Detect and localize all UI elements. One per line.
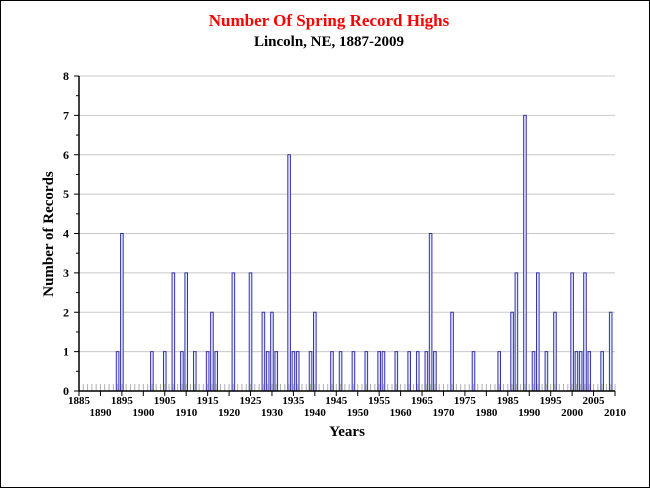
x-tick-label: 1895: [111, 395, 134, 407]
bar: [261, 311, 266, 392]
y-tick-label: 0: [63, 384, 69, 398]
x-tick-label: 1890: [89, 407, 112, 419]
bar: [313, 311, 317, 392]
bar: [231, 272, 236, 392]
y-tick-label: 2: [63, 305, 69, 319]
bar: [523, 114, 527, 392]
x-tick-label: 1940: [304, 407, 327, 419]
x-tick-label: 1910: [175, 407, 198, 419]
x-tick-label: 1960: [390, 407, 413, 419]
x-tick-label: 1980: [475, 407, 498, 419]
x-tick-label: 2000: [561, 407, 584, 419]
bar: [553, 311, 557, 392]
bar: [184, 272, 188, 392]
bar: [583, 272, 587, 392]
y-tick-label: 5: [63, 187, 69, 201]
y-tick-label: 1: [63, 345, 69, 359]
x-tick-label: 1930: [261, 407, 284, 419]
chart-title: Number Of Spring Record Highs: [209, 11, 450, 30]
bar: [570, 272, 574, 392]
x-tick-label: 1905: [154, 395, 177, 407]
bar: [210, 311, 214, 392]
x-tick-label: 1995: [540, 395, 563, 407]
x-tick-label: 1975: [454, 395, 477, 407]
x-tick-label: 1935: [282, 395, 305, 407]
bar: [510, 311, 514, 392]
x-tick-label: 1990: [518, 407, 541, 419]
bar-layer: [115, 114, 613, 392]
y-tick-label: 4: [63, 227, 69, 241]
y-tick-label: 8: [63, 69, 69, 83]
x-tick-label: 1955: [368, 395, 391, 407]
bar: [248, 272, 253, 392]
bar: [514, 272, 519, 392]
x-tick-label: 1925: [240, 395, 263, 407]
x-tick-label: 1945: [325, 395, 348, 407]
bar: [287, 154, 291, 392]
x-tick-label: 1900: [132, 407, 155, 419]
x-tick-label: 1920: [218, 407, 241, 419]
y-tick-label: 6: [63, 148, 69, 162]
x-tick-label: 1915: [197, 395, 220, 407]
bar: [428, 233, 433, 392]
y-tick-label: 3: [63, 266, 69, 280]
bar: [450, 311, 454, 392]
x-tick-label: 2010: [604, 407, 627, 419]
bar: [120, 233, 124, 392]
bar: [171, 272, 176, 392]
grid-layer: [79, 75, 615, 353]
bar: [536, 272, 540, 392]
x-tick-label: 1985: [497, 395, 520, 407]
x-tick-label: 2005: [583, 395, 606, 407]
x-tick-label: 1885: [68, 395, 91, 407]
chart-subtitle: Lincoln, NE, 1887-2009: [254, 34, 404, 50]
y-tick-label: 7: [63, 108, 69, 122]
x-tick-label: 1970: [432, 407, 455, 419]
y-axis-title: Number of Records: [41, 171, 57, 297]
x-tick-label: 1950: [347, 407, 370, 419]
x-tick-label: 1965: [411, 395, 434, 407]
x-axis-title: Years: [329, 424, 365, 440]
bar: [270, 311, 274, 392]
bar: [608, 311, 613, 392]
